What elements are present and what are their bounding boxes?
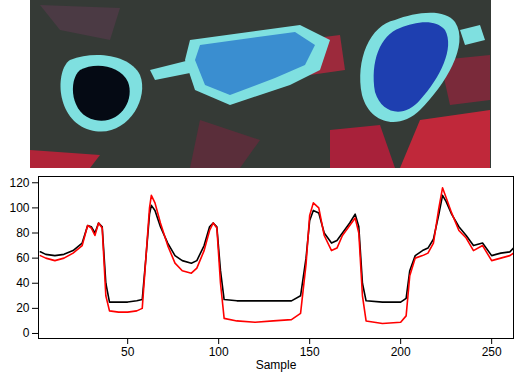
svg-text:80: 80 bbox=[16, 226, 30, 240]
svg-text:50: 50 bbox=[121, 345, 135, 359]
svg-text:100: 100 bbox=[209, 345, 229, 359]
svg-text:40: 40 bbox=[16, 276, 30, 290]
svg-text:Sample: Sample bbox=[256, 358, 297, 372]
svg-text:250: 250 bbox=[482, 345, 502, 359]
svg-text:20: 20 bbox=[16, 301, 30, 315]
svg-text:150: 150 bbox=[300, 345, 320, 359]
svg-text:100: 100 bbox=[9, 201, 29, 215]
svg-text:120: 120 bbox=[9, 176, 29, 190]
svg-text:60: 60 bbox=[16, 251, 30, 265]
svg-text:0: 0 bbox=[23, 326, 30, 340]
svg-text:200: 200 bbox=[391, 345, 411, 359]
